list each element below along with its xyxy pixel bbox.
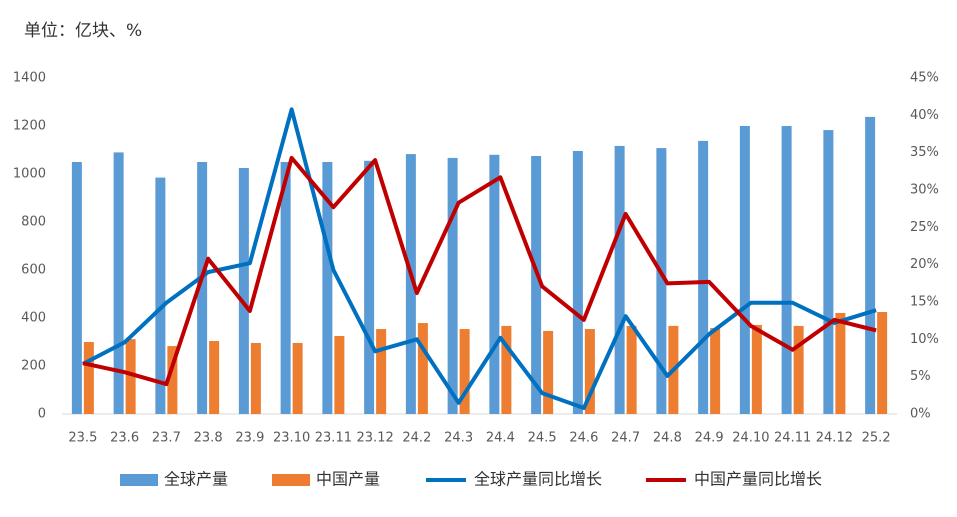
legend-label: 全球产量 — [164, 470, 228, 489]
bar — [125, 339, 136, 414]
bar — [238, 168, 249, 414]
y-tick-label: 800 — [21, 215, 46, 230]
y-tick-label: 1400 — [13, 71, 46, 86]
y2-tick-label: 0% — [910, 407, 931, 422]
x-tick-label: 25.2 — [862, 431, 891, 446]
bar — [489, 154, 500, 415]
bar — [793, 325, 804, 414]
bar — [698, 140, 709, 414]
y-tick-label: 200 — [21, 359, 46, 374]
legend-swatch — [272, 474, 310, 486]
bar — [626, 325, 637, 414]
y2-tick-label: 15% — [910, 295, 939, 310]
bar — [364, 160, 375, 414]
legend-label: 中国产量同比增长 — [694, 470, 822, 489]
legend-label: 全球产量同比增长 — [474, 470, 602, 489]
bar — [501, 325, 512, 414]
line — [81, 107, 877, 411]
x-tick-label: 24.3 — [444, 431, 473, 446]
y2-tick-label: 20% — [910, 257, 939, 272]
bar — [155, 177, 166, 414]
bar — [614, 145, 625, 415]
y2-tick-label: 35% — [910, 145, 939, 160]
legend-label: 中国产量 — [316, 470, 380, 489]
x-tick-label: 24.7 — [611, 431, 640, 446]
bar — [405, 154, 416, 414]
bar — [322, 162, 333, 414]
x-tick-label: 23.7 — [152, 431, 181, 446]
bar — [459, 329, 470, 414]
x-tick-label: 24.4 — [486, 431, 515, 446]
x-tick-label: 24.8 — [653, 431, 682, 446]
x-tick-label: 24.6 — [569, 431, 598, 446]
bar — [739, 126, 750, 414]
line — [82, 155, 877, 387]
bar — [835, 312, 846, 414]
y2-tick-label: 30% — [910, 183, 939, 198]
y-tick-label: 600 — [21, 263, 46, 278]
x-tick-label: 24.5 — [528, 431, 557, 446]
y2-tick-label: 5% — [910, 369, 931, 384]
bar — [167, 346, 178, 414]
bar — [447, 157, 458, 415]
x-tick-label: 23.5 — [68, 431, 97, 446]
y-tick-label: 1200 — [13, 119, 46, 134]
y2-tick-label: 25% — [910, 220, 939, 235]
chart-title: 单位：亿块、% — [24, 21, 142, 41]
bar — [334, 336, 345, 414]
x-tick-label: 23.11 — [315, 431, 352, 446]
x-tick-label: 23.9 — [235, 431, 264, 446]
y2-tick-label: 45% — [910, 71, 939, 86]
legend-swatch — [120, 474, 158, 486]
bar — [280, 162, 291, 414]
x-tick-label: 24.11 — [774, 431, 811, 446]
bar — [376, 329, 387, 414]
bar — [584, 329, 595, 414]
bar — [751, 324, 762, 414]
y-tick-label: 0 — [38, 407, 46, 422]
bar — [865, 116, 876, 414]
x-tick-label: 23.12 — [357, 431, 394, 446]
bar — [197, 162, 208, 414]
y2-tick-label: 10% — [910, 332, 939, 347]
bar — [417, 323, 428, 414]
bar — [781, 126, 792, 414]
y-tick-label: 400 — [21, 311, 46, 326]
bar — [83, 342, 94, 414]
y-tick-label: 1000 — [13, 167, 46, 182]
x-tick-label: 23.6 — [110, 431, 139, 446]
x-tick-label: 24.12 — [816, 431, 853, 446]
bar — [292, 342, 303, 414]
x-tick-label: 24.10 — [732, 431, 769, 446]
bar — [209, 341, 220, 414]
bar — [113, 152, 124, 414]
x-tick-label: 23.10 — [273, 431, 310, 446]
bar — [71, 162, 82, 414]
bar — [823, 130, 834, 414]
bar — [710, 328, 721, 414]
bar — [543, 330, 554, 414]
bar — [877, 312, 888, 414]
bar — [656, 148, 667, 414]
x-tick-label: 24.2 — [402, 431, 431, 446]
bar — [572, 150, 583, 414]
y2-tick-label: 40% — [910, 108, 939, 123]
x-tick-label: 23.8 — [194, 431, 223, 446]
x-tick-label: 24.9 — [695, 431, 724, 446]
bar — [531, 156, 542, 414]
bar — [250, 342, 261, 414]
